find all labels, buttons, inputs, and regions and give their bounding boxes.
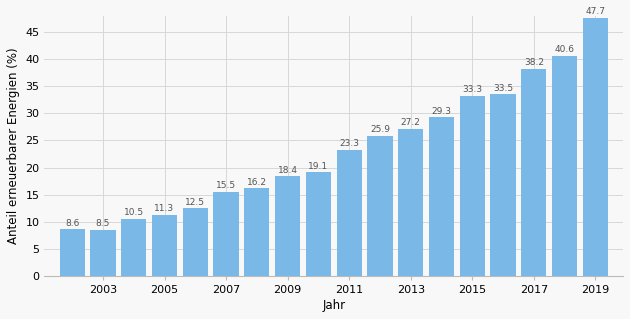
Bar: [121, 219, 146, 276]
Text: 11.3: 11.3: [154, 204, 175, 213]
Text: 27.2: 27.2: [401, 118, 421, 127]
Bar: [306, 173, 331, 276]
Text: 10.5: 10.5: [123, 208, 144, 217]
Text: 16.2: 16.2: [247, 177, 267, 187]
Text: 33.5: 33.5: [493, 84, 513, 93]
Text: 8.6: 8.6: [65, 219, 79, 228]
Bar: [60, 229, 85, 276]
Text: 40.6: 40.6: [554, 45, 575, 55]
Y-axis label: Anteil erneuerbarer Energien (%): Anteil erneuerbarer Energien (%): [7, 48, 20, 244]
Bar: [183, 208, 208, 276]
Bar: [490, 94, 515, 276]
Text: 18.4: 18.4: [278, 166, 297, 174]
Text: 12.5: 12.5: [185, 197, 205, 206]
Bar: [244, 188, 270, 276]
Bar: [521, 69, 546, 276]
Bar: [90, 230, 115, 276]
Bar: [460, 96, 485, 276]
Bar: [367, 136, 392, 276]
X-axis label: Jahr: Jahr: [322, 299, 345, 312]
Bar: [336, 150, 362, 276]
Bar: [583, 18, 608, 276]
Text: 15.5: 15.5: [216, 181, 236, 190]
Bar: [398, 129, 423, 276]
Bar: [552, 56, 577, 276]
Text: 8.5: 8.5: [96, 219, 110, 228]
Text: 47.7: 47.7: [585, 7, 605, 16]
Text: 33.3: 33.3: [462, 85, 483, 94]
Text: 25.9: 25.9: [370, 125, 390, 134]
Text: 29.3: 29.3: [432, 107, 452, 115]
Bar: [152, 215, 177, 276]
Text: 38.2: 38.2: [524, 58, 544, 67]
Text: 23.3: 23.3: [339, 139, 359, 148]
Bar: [214, 192, 239, 276]
Bar: [275, 176, 301, 276]
Bar: [429, 117, 454, 276]
Text: 19.1: 19.1: [308, 162, 328, 171]
